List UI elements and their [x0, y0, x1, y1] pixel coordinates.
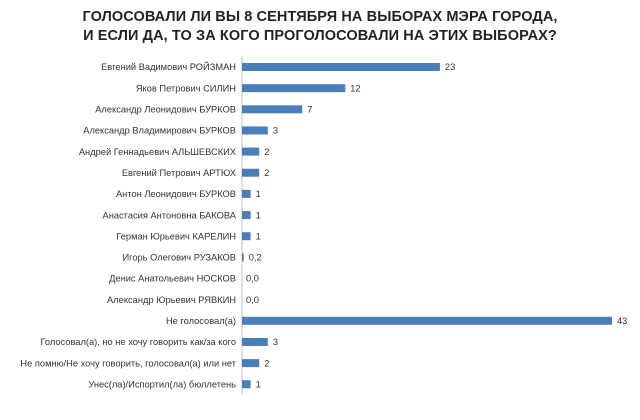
bar — [242, 189, 251, 198]
category-label: Евгений Петрович АРТЮХ — [122, 168, 236, 178]
bar — [242, 359, 260, 368]
value-label: 12 — [350, 83, 360, 93]
value-label: 3 — [273, 126, 278, 136]
category-label: Не голосовал(а) — [166, 316, 236, 326]
category-label: Александр Владимирович БУРКОВ — [83, 126, 236, 136]
value-label: 7 — [307, 105, 312, 115]
bar — [242, 63, 440, 71]
category-label: Игорь Олегович РУЗАКОВ — [122, 253, 236, 263]
value-label: 1 — [256, 189, 261, 199]
chart-title: ГОЛОСОВАЛИ ЛИ ВЫ 8 СЕНТЯБРЯ НА ВЫБОРАХ М… — [0, 8, 640, 46]
bar — [242, 211, 251, 220]
category-label: Александр Юрьевич РЯВКИН — [107, 295, 236, 305]
bar — [242, 380, 251, 389]
category-label: Яков Петрович СИЛИН — [136, 83, 236, 93]
chart-title-line-1: ГОЛОСОВАЛИ ЛИ ВЫ 8 СЕНТЯБРЯ НА ВЫБОРАХ М… — [82, 9, 558, 25]
bar — [242, 84, 346, 93]
value-label: 2 — [264, 147, 269, 157]
value-label: 0,2 — [249, 253, 262, 263]
value-label: 1 — [256, 210, 261, 220]
bar — [242, 147, 260, 156]
category-label: Александр Леонидович БУРКОВ — [95, 105, 236, 115]
bar — [242, 316, 612, 325]
chart-title-line-2: И ЕСЛИ ДА, ТО ЗА КОГО ПРОГОЛОСОВАЛИ НА Э… — [83, 28, 557, 44]
category-label: Антон Леонидович БУРКОВ — [116, 189, 236, 199]
category-label: Евгений Вадимович РОЙЗМАН — [101, 61, 236, 72]
category-label: Герман Юрьевич КАРЕЛИН — [116, 231, 236, 241]
bar — [242, 337, 268, 346]
value-label: 43 — [617, 316, 627, 326]
value-label: 0,0 — [246, 274, 259, 284]
value-label: 2 — [264, 168, 269, 178]
value-label: 23 — [445, 62, 455, 72]
bar — [242, 126, 268, 135]
category-label: Унес(ла)/Испортил(ла) бюллетень — [88, 379, 236, 389]
bar — [242, 168, 260, 177]
category-label: Денис Анатольевич НОСКОВ — [109, 274, 236, 284]
value-label: 0,0 — [246, 295, 259, 305]
bar — [242, 232, 251, 241]
value-label: 3 — [273, 337, 278, 347]
bar — [242, 253, 244, 262]
category-label: Голосовал(а), но не хочу говорить как/за… — [40, 337, 236, 347]
bar — [242, 105, 303, 114]
category-label: Андрей Геннадьевич АЛЬШЕВСКИХ — [79, 147, 236, 157]
value-label: 1 — [256, 379, 261, 389]
category-label: Анастасия Антоновна БАКОВА — [103, 210, 237, 220]
value-label: 2 — [264, 358, 269, 368]
category-label: Не помню/Не хочу говорить, голосовал(а) … — [20, 358, 236, 368]
value-label: 1 — [256, 231, 261, 241]
